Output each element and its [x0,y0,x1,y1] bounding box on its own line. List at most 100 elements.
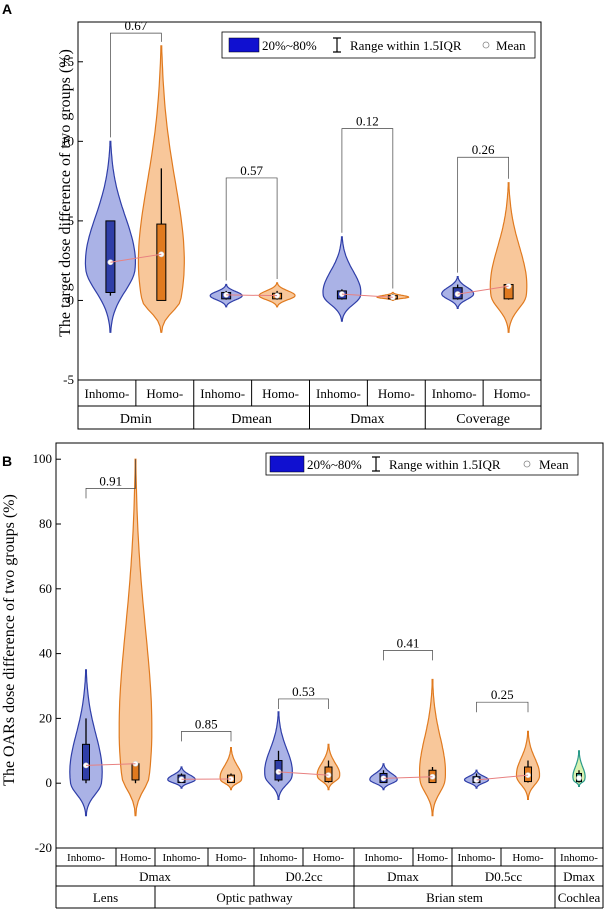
organ-label-b-3: Cochlea [558,890,601,905]
panel-b-plot: 0.91 0.85 0.53 0.41 0.25 [69,458,586,817]
mean-line-b-3 [383,776,433,779]
category-b-10: Inhomo- [560,852,598,864]
p-value-a-0: 0.67 [125,18,148,33]
p-bracket-a-3 [457,156,509,273]
panel-a-ylabel: The target dose difference of two groups… [57,49,74,337]
iqr-box-b-0-inhomo [82,743,90,781]
mean-line-a-2 [341,293,393,298]
category-a-3: Homo- [262,386,299,401]
legend-whisker-icon [333,37,341,53]
violin-b-3-homo [419,678,446,817]
category-b-8: Inhomo- [458,852,496,864]
panel-b-y-axis: -20 0 20 40 60 80 100 [33,451,61,855]
y-tick-label-0: -5 [63,372,74,387]
category-b-6: Inhomo- [365,852,403,864]
metric-label-b-2: Dmax [387,869,419,884]
panel-a: A The target dose difference of two grou… [2,1,542,430]
mean-line-b-0 [85,763,136,766]
category-a-4: Inhomo- [316,386,361,401]
category-a-5: Homo- [378,386,415,401]
p-value-b-4: 0.25 [491,687,514,702]
y-tick-label-6: 100 [33,451,53,466]
category-a-1: Homo- [146,386,183,401]
legend-mean-icon [482,41,490,49]
p-value-b-3: 0.41 [397,635,420,650]
panel-a-categories: Inhomo- Homo- Inhomo- Homo- Inhomo- Homo- Inho… [78,379,541,429]
category-b-0: Inhomo- [67,852,105,864]
p-bracket-a-1 [225,177,278,281]
organ-label-b-1: Optic pathway [216,890,293,905]
panel-a-y-axis: -5 0 5 10 15 [61,54,83,387]
mean-line-a-1 [226,294,278,297]
y-tick-label-3: 40 [39,646,52,661]
violin-a-3-homo [489,182,528,333]
y-tick-label-4: 60 [39,581,52,596]
p-value-b-0: 0.91 [99,473,122,488]
p-value-b-2: 0.53 [292,684,315,699]
panel-a-plot: 0.67 0.57 0.12 0.26 [84,18,528,333]
panel-b-categories: Inhomo- Homo- Inhomo- Homo- Inhomo- Homo- Inho… [55,848,604,909]
legend-box-swatch [269,455,305,473]
p-bracket-b-4 [476,701,529,713]
y-tick-label-3: 10 [61,133,74,148]
mean-marker-b-5-inhomo [576,775,582,781]
category-b-5: Homo- [313,852,345,864]
category-a-2: Inhomo- [200,386,245,401]
category-a-7: Homo- [494,386,531,401]
p-value-a-1: 0.57 [240,163,263,178]
p-bracket-b-0 [85,459,136,499]
panel-b-legend: 20%~80% Range within 1.5IQR Mean [265,452,579,476]
p-bracket-a-2 [341,128,394,289]
y-tick-label-1: 0 [46,775,53,790]
metric-label-b-3: D0.5cc [485,869,522,884]
legend-whisker-label: Range within 1.5IQR [389,457,501,472]
category-a-6: Inhomo- [432,386,477,401]
legend-box-label: 20%~80% [262,38,317,53]
violin-b-0-homo [118,458,153,817]
organ-label-b-2: Brian stem [426,890,483,905]
category-b-9: Homo- [512,852,544,864]
p-bracket-b-3 [383,650,433,661]
panel-a-label: A [2,1,12,17]
iqr-box-a-0-inhomo [105,220,116,293]
p-value-a-2: 0.12 [356,114,379,129]
iqr-box-a-0-homo [156,223,167,301]
p-bracket-a-0 [110,32,162,138]
metric-label-b-4: Dmax [563,869,595,884]
y-tick-label-0: -20 [35,840,52,855]
metric-label-a-0: Dmin [120,412,152,427]
metric-label-a-2: Dmax [350,412,384,427]
y-tick-label-4: 15 [61,54,74,69]
metric-label-b-0: Dmax [139,869,171,884]
violin-b-5-inhomo [572,750,586,787]
mean-line-b-2 [278,771,329,776]
panel-b-ylabel: The OARs dose difference of two groups (… [1,494,18,786]
p-bracket-b-2 [278,698,329,709]
category-a-0: Inhomo- [85,386,130,401]
violin-a-2-inhomo [322,236,362,322]
y-tick-label-2: 5 [68,213,75,228]
p-value-a-3: 0.26 [472,142,495,157]
panel-b-frame [55,442,604,849]
legend-mean-icon [523,460,531,468]
y-tick-label-5: 80 [39,516,52,531]
mean-line-b-4 [476,774,529,781]
category-b-4: Inhomo- [260,852,298,864]
category-b-7: Homo- [417,852,449,864]
metric-label-b-1: D0.2cc [285,869,322,884]
legend-box-label: 20%~80% [307,457,362,472]
p-bracket-b-1 [181,731,232,742]
metric-label-a-3: Coverage [456,412,510,427]
legend-mean-label: Mean [539,457,569,472]
category-b-2: Inhomo- [163,852,201,864]
legend-whisker-label: Range within 1.5IQR [350,38,462,53]
violin-b-1-homo [219,747,243,791]
category-b-1: Homo- [120,852,152,864]
panel-b-legend-box [265,452,579,476]
y-tick-label-1: 0 [68,292,75,307]
legend-whisker-icon [372,456,380,472]
organ-label-b-0: Lens [93,890,118,905]
y-tick-label-2: 20 [39,710,52,725]
panel-a-legend: 20%~80% Range within 1.5IQR Mean [221,31,536,59]
